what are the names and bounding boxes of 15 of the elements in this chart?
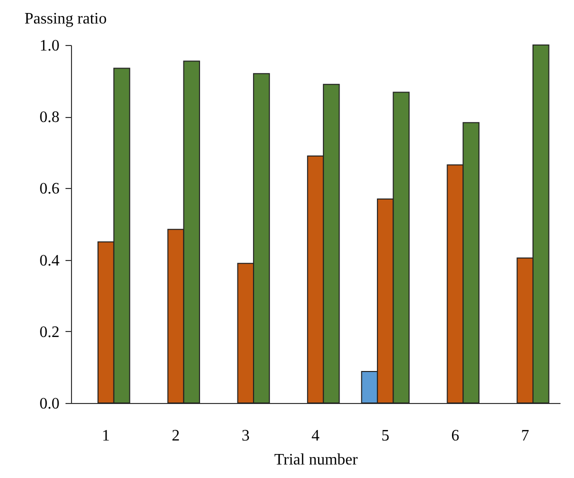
x-tick-label: 1 — [102, 428, 110, 444]
x-tick-label: 3 — [242, 428, 250, 444]
x-tick-label: 7 — [521, 428, 530, 444]
x-tick-label: 6 — [451, 428, 460, 444]
y-tick-label: 0.6 — [40, 180, 60, 198]
y-tick-label: 0.2 — [40, 324, 60, 341]
y-tick-label: 0.0 — [40, 396, 60, 412]
x-tick-label: 4 — [312, 428, 320, 444]
y-tick-label: 0.4 — [40, 252, 60, 270]
y-axis-title: Passing ratio — [24, 10, 107, 28]
x-tick-label: 5 — [381, 428, 390, 444]
y-tick-label: 0.8 — [40, 109, 60, 126]
y-tick-label: 1.0 — [40, 38, 60, 54]
x-tick-label: 2 — [172, 428, 180, 444]
x-axis-title: Trial number — [274, 452, 358, 468]
